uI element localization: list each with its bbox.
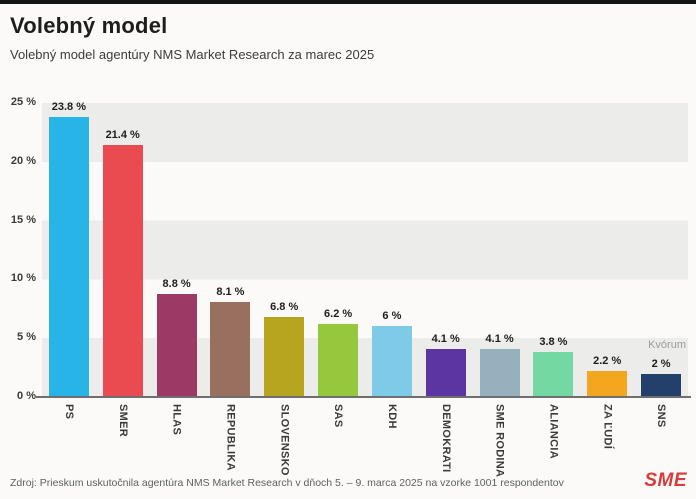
x-axis-label: SNS [655,404,668,428]
x-axis-label: SMER [116,404,129,437]
y-axis-tick: 25 % [10,96,36,108]
source-note: Zdroj: Prieskum uskutočnila agentúra NMS… [10,477,564,489]
bar-smer [102,145,143,397]
bar-value-label: 8.8 % [162,277,191,290]
y-axis-tick: 20 % [10,154,36,167]
bar-value-label: 8.1 % [216,285,245,298]
bar-republika [210,301,251,397]
y-axis-tick: 10 % [10,272,36,285]
x-axis-label: KDH [385,404,398,429]
bar-demokrati [425,348,466,397]
bar-ps [48,117,89,397]
y-axis-tick: 5 % [17,331,36,344]
bar-sas [318,324,359,397]
y-axis-tick: 15 % [10,213,36,226]
bar-value-label: 3.8 % [539,336,568,349]
bar-value-label: 21.4 % [105,129,140,142]
top-border [0,0,696,4]
page-title: Volebný model [10,13,168,38]
bar-za-ľudí [587,371,628,397]
plot-area: 23.8 % PS 21.4 % SMER 8.8 % HLAS 8.1 % REPUBLIK… [42,101,688,477]
x-axis-label: SAS [332,404,345,428]
x-axis-line [36,396,691,398]
x-axis-label: ZA ĽUDÍ [601,404,614,450]
bar-sme-rodina [479,348,520,397]
x-axis-label: DEMOKRATI [439,404,452,473]
bar-value-label: 6.2 % [324,308,353,321]
x-axis-label: SME RODINA [493,404,506,478]
x-axis-label: SLOVENSKO [278,404,291,476]
bar-sns [641,373,682,397]
x-axis-label: PS [62,404,75,420]
bar-aliancia [533,352,574,397]
quorum-annotation: Kvórum [648,339,686,351]
y-axis-tick: 0 % [17,390,36,402]
chart-subtitle: Volebný model agentúry NMS Market Resear… [10,47,375,62]
bar-value-label: 2.2 % [593,355,622,368]
bar-hlas [156,293,197,397]
sme-logo: SME [644,470,687,491]
bar-value-label: 6 % [382,310,402,323]
bar-value-label: 4.1 % [485,332,514,345]
x-axis-label: HLAS [170,404,183,436]
bar-value-label: 2 % [651,357,671,370]
x-axis-label: ALIANCIA [547,404,560,459]
bar-value-label: 4.1 % [431,332,460,345]
bar-kdh [371,326,412,397]
bar-slovensko [264,317,305,397]
bar-value-label: 6.8 % [270,301,299,313]
bar-value-label: 23.8 % [51,101,87,114]
x-axis-label: REPUBLIKA [224,404,237,471]
